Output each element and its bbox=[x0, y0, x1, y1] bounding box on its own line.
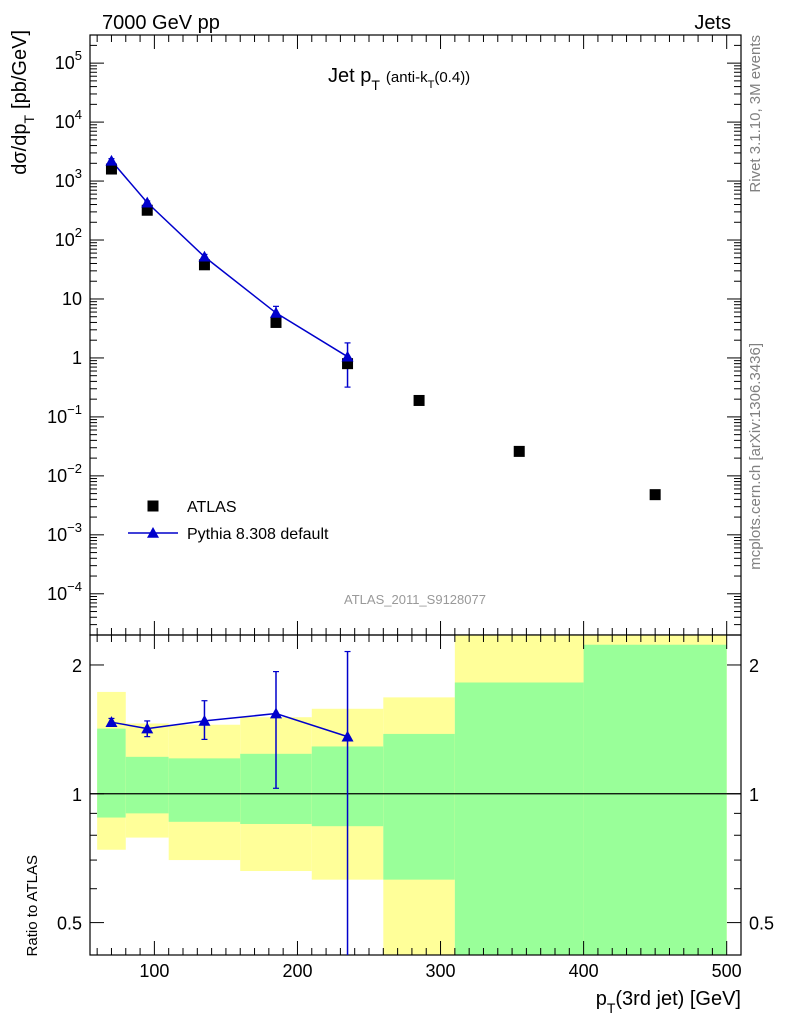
y-tick-label: 105 bbox=[55, 48, 82, 73]
y-tick-label: 103 bbox=[55, 166, 82, 191]
x-tick-label: 400 bbox=[569, 961, 599, 981]
mc-point bbox=[198, 250, 211, 262]
x-tick-label: 500 bbox=[712, 961, 742, 981]
atlas-data-point bbox=[198, 259, 210, 271]
ratio-point bbox=[141, 722, 154, 734]
y-tick-label: 104 bbox=[55, 107, 82, 132]
atlas-data-point bbox=[342, 358, 354, 370]
x-tick-label: 100 bbox=[139, 961, 169, 981]
ratio-plot-area: 100 200 300 400 500 0.5 0.5 1 1 2 2 bbox=[57, 634, 774, 981]
ratio-y-tick-label-right: 2 bbox=[749, 656, 759, 676]
ratio-frame bbox=[89, 634, 742, 956]
mc-point bbox=[105, 154, 118, 166]
y-tick-label: 10 bbox=[62, 289, 82, 309]
atlas-data-point bbox=[141, 204, 153, 216]
legend-mc-marker bbox=[147, 527, 159, 538]
mc-point bbox=[141, 196, 154, 208]
ratio-point bbox=[341, 730, 354, 742]
upper-frame bbox=[89, 34, 742, 636]
ratio-y-axis-label: Ratio to ATLAS bbox=[24, 855, 41, 956]
x-tick-label: 200 bbox=[282, 961, 312, 981]
ratio-y-tick-label: 2 bbox=[72, 656, 82, 676]
header-left: 7000 GeV pp bbox=[102, 12, 220, 34]
legend-mc-label: Pythia 8.308 default bbox=[187, 526, 329, 543]
side-text-top: Rivet 3.1.10, 3M events bbox=[747, 35, 764, 193]
y-tick-label: 10−4 bbox=[47, 579, 82, 604]
uncertainty-band-inner bbox=[97, 728, 126, 818]
y-tick-label: 102 bbox=[55, 225, 82, 250]
ratio-y-tick-label-right: 0.5 bbox=[749, 914, 774, 934]
ratio-y-tick-label-right: 1 bbox=[749, 785, 759, 805]
legend-atlas-marker bbox=[147, 500, 159, 512]
ratio-y-tick-label: 0.5 bbox=[57, 914, 82, 934]
y-axis-label: dσ/dpT[pb/GeV] bbox=[9, 30, 37, 175]
x-axis-label: pT(3rd jet) [GeV] bbox=[596, 988, 741, 1016]
y-tick-label: 1 bbox=[72, 348, 82, 368]
y-tick-label: 10−1 bbox=[47, 402, 82, 427]
uncertainty-band-inner bbox=[583, 644, 727, 955]
atlas-data-point bbox=[513, 445, 525, 457]
y-tick-label: 10−3 bbox=[47, 520, 82, 545]
atlas-data-point bbox=[413, 394, 425, 406]
ratio-point bbox=[270, 707, 282, 719]
mc-point bbox=[270, 306, 282, 318]
plot-title: Jet pT (anti-kT(0.4)) bbox=[328, 65, 470, 93]
uncertainty-band-inner bbox=[125, 756, 169, 814]
atlas-data-point bbox=[649, 489, 661, 501]
uncertainty-band-inner bbox=[383, 733, 455, 880]
ratio-point bbox=[198, 714, 211, 726]
header-right: Jets bbox=[694, 12, 731, 34]
upper-plot-area: 10510410310210110−110−210−310−4ATLASPyth… bbox=[47, 34, 742, 636]
uncertainty-band-inner bbox=[454, 682, 584, 955]
uncertainty-band-inner bbox=[168, 758, 241, 822]
mc-line bbox=[110, 160, 348, 358]
mc-point bbox=[341, 350, 354, 362]
side-text-bottom: mcplots.cern.ch [arXiv:1306.3436] bbox=[747, 343, 764, 570]
legend-atlas-label: ATLAS bbox=[187, 499, 237, 516]
ratio-y-tick-label: 1 bbox=[72, 785, 82, 805]
ratio-point bbox=[105, 716, 118, 727]
y-tick-label: 10−2 bbox=[47, 461, 82, 486]
x-tick-label: 300 bbox=[426, 961, 456, 981]
analysis-watermark: ATLAS_2011_S9128077 bbox=[344, 592, 486, 607]
atlas-data-point bbox=[270, 316, 282, 328]
atlas-data-point bbox=[105, 163, 117, 175]
